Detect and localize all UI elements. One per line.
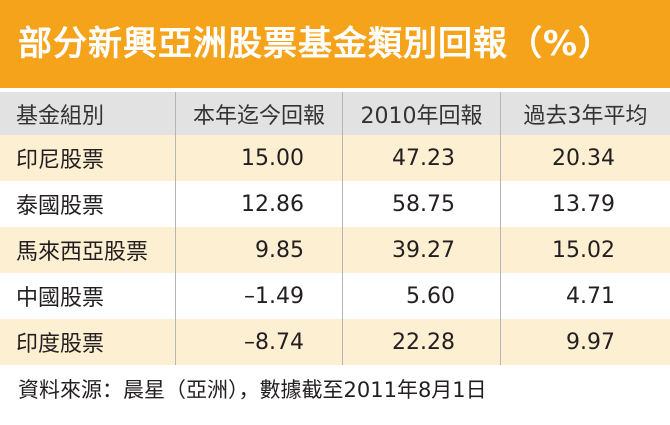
fund-name: 馬來西亞股票 [16,240,149,265]
title-banner: 部分新興亞洲股票基金類別回報（%） [0,0,670,88]
value-cell: 58.75 [342,181,500,227]
header-row: 基金組別 本年迄今回報 2010年回報 過去3年平均 [0,92,670,135]
column-header: 過去3年平均 [500,92,670,135]
table-row: 馬來西亞股票 9.85 39.27 15.02 [0,227,670,273]
value-cell: 39.27 [342,227,500,273]
column-header: 基金組別 [16,103,105,129]
table: 基金組別 本年迄今回報 2010年回報 過去3年平均印尼股票 15.00 47.23 20.… [0,92,670,365]
source-note: 資料來源：晨星（亞洲），數據截至2011年8月1日 [18,378,487,402]
value-cell: 9.97 [500,319,670,365]
value-cell: 47.23 [342,135,500,181]
fund-name: 印度股票 [16,332,105,357]
table-row: 印度股票 –8.74 22.28 9.97 [0,319,670,365]
value-cell: 12.86 [175,181,342,227]
value-cell: 13.79 [500,181,670,227]
table-row: 泰國股票 12.86 58.75 13.79 [0,181,670,227]
value-cell: 5.60 [342,273,500,319]
fund-name: 中國股票 [16,286,105,311]
fund-name: 泰國股票 [16,194,105,219]
column-header: 本年迄今回報 [175,92,342,135]
table-row: 印尼股票 15.00 47.23 20.34 [0,135,670,181]
value-cell: 22.28 [342,319,500,365]
value-cell: 4.71 [500,273,670,319]
fund-name: 印尼股票 [16,148,105,173]
column-header: 2010年回報 [342,92,500,135]
table-row: 中國股票 –1.49 5.60 4.71 [0,273,670,319]
value-cell: 9.85 [175,227,342,273]
value-cell: –8.74 [175,319,342,365]
value-cell: 15.02 [500,227,670,273]
value-cell: 20.34 [500,135,670,181]
value-cell: 15.00 [175,135,342,181]
value-cell: –1.49 [175,273,342,319]
